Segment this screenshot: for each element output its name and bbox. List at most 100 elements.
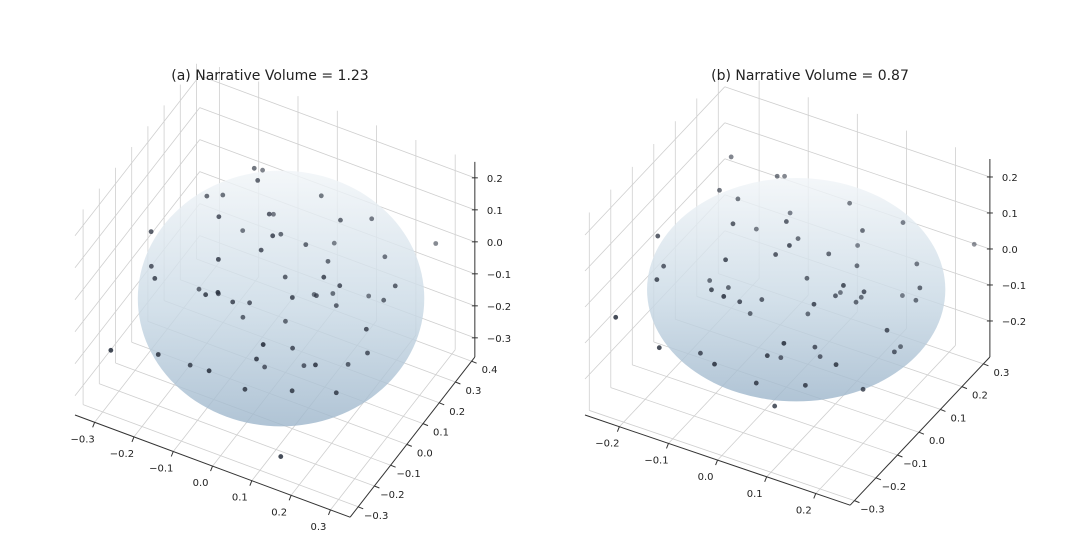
y-tick-label: 0.3	[993, 368, 1009, 379]
data-point	[772, 403, 778, 409]
y-tick-label: −0.2	[380, 490, 404, 501]
data-point	[782, 173, 787, 179]
data-point	[917, 285, 923, 291]
data-point	[914, 261, 920, 267]
data-point	[325, 258, 331, 264]
data-point	[774, 173, 780, 179]
y-tick-label: 0.1	[433, 428, 449, 439]
x-tick-label: 0.0	[698, 472, 714, 483]
y-tick-label: −0.3	[364, 511, 388, 522]
data-point	[337, 283, 343, 289]
data-point	[251, 165, 257, 171]
data-point	[220, 192, 226, 198]
data-point	[271, 211, 276, 217]
data-point	[759, 297, 765, 302]
ellipsoid-surface	[137, 170, 425, 427]
y-tick-mark	[455, 381, 461, 385]
y-tick-label: 0.1	[950, 413, 966, 424]
x-tick-mark	[715, 459, 719, 466]
data-point	[365, 350, 370, 356]
y-tick-mark	[390, 464, 396, 468]
data-point	[728, 154, 734, 160]
data-point	[900, 293, 905, 298]
x-tick-mark	[327, 509, 331, 516]
x-tick-label: 0.0	[193, 478, 209, 489]
data-point	[392, 283, 398, 289]
data-point	[108, 347, 114, 353]
y-tick-mark	[406, 443, 412, 447]
data-point	[721, 294, 727, 299]
x-tick-label: 0.1	[232, 493, 248, 504]
data-point	[318, 193, 324, 199]
data-point	[366, 293, 372, 299]
data-point	[891, 349, 897, 355]
data-point	[330, 291, 336, 296]
data-point	[854, 263, 860, 269]
x-tick-label: −0.1	[644, 455, 668, 466]
x-tick-label: 0.3	[310, 522, 326, 533]
data-point	[858, 294, 864, 300]
data-point	[826, 251, 832, 257]
data-point	[255, 178, 261, 183]
y-tick-mark	[471, 360, 477, 364]
y-tick-mark	[983, 363, 989, 367]
data-point	[313, 362, 318, 368]
data-point	[709, 287, 714, 293]
data-point	[802, 382, 808, 388]
data-point	[433, 241, 439, 246]
data-point	[778, 355, 784, 361]
panel-b: −0.2 −0.1 0.0 0.1 0.2 −0.3 −0.2 −0.1 0.0 0.1 0.2 0.…	[584, 68, 1026, 516]
gridline	[724, 122, 991, 214]
data-point	[841, 283, 846, 288]
x-tick-mark	[249, 480, 253, 486]
gridline	[584, 86, 726, 236]
data-point	[278, 454, 284, 459]
panel-a-title: (a) Narrative Volume = 1.23	[171, 68, 368, 84]
z-tick-label: −0.3	[487, 334, 511, 345]
gridline	[724, 86, 991, 178]
data-point	[913, 297, 919, 303]
data-point	[804, 275, 810, 281]
data-point	[833, 293, 838, 299]
data-point	[900, 220, 906, 225]
data-point	[369, 216, 375, 222]
data-point	[203, 292, 209, 298]
data-point	[247, 300, 253, 306]
data-point	[735, 196, 741, 202]
data-point	[381, 297, 387, 303]
x-tick-mark	[170, 451, 174, 457]
y-tick-mark	[897, 454, 903, 458]
x-tick-mark	[210, 465, 214, 472]
data-point	[345, 361, 351, 367]
data-point	[278, 231, 284, 237]
y-tick-mark	[854, 500, 860, 504]
x-tick-mark	[666, 443, 669, 449]
data-point	[206, 368, 212, 374]
y-tick-mark	[358, 506, 364, 510]
y-tick-label: 0.4	[482, 365, 498, 376]
data-point	[655, 233, 661, 239]
data-point	[853, 299, 859, 305]
data-point	[215, 256, 221, 262]
x-tick-label: 0.1	[747, 489, 763, 500]
data-point	[289, 388, 295, 394]
z-tick-label: −0.2	[1002, 317, 1026, 328]
x-tick-mark	[288, 495, 292, 501]
data-point	[230, 299, 236, 305]
data-point	[363, 326, 369, 332]
data-point	[613, 314, 619, 320]
data-point	[773, 252, 779, 257]
y-axis	[349, 356, 476, 518]
data-point	[787, 210, 793, 216]
data-point	[781, 340, 787, 346]
data-point	[661, 263, 667, 269]
data-point	[717, 187, 722, 193]
z-tick-label: 0.2	[1002, 173, 1018, 184]
x-tick-mark	[92, 422, 96, 428]
data-point	[148, 229, 154, 235]
z-tick-label: 0.1	[487, 206, 503, 217]
data-point	[240, 314, 246, 320]
data-point	[333, 390, 339, 396]
z-tick-label: −0.2	[487, 302, 511, 313]
z-tick-label: 0.0	[487, 238, 503, 249]
